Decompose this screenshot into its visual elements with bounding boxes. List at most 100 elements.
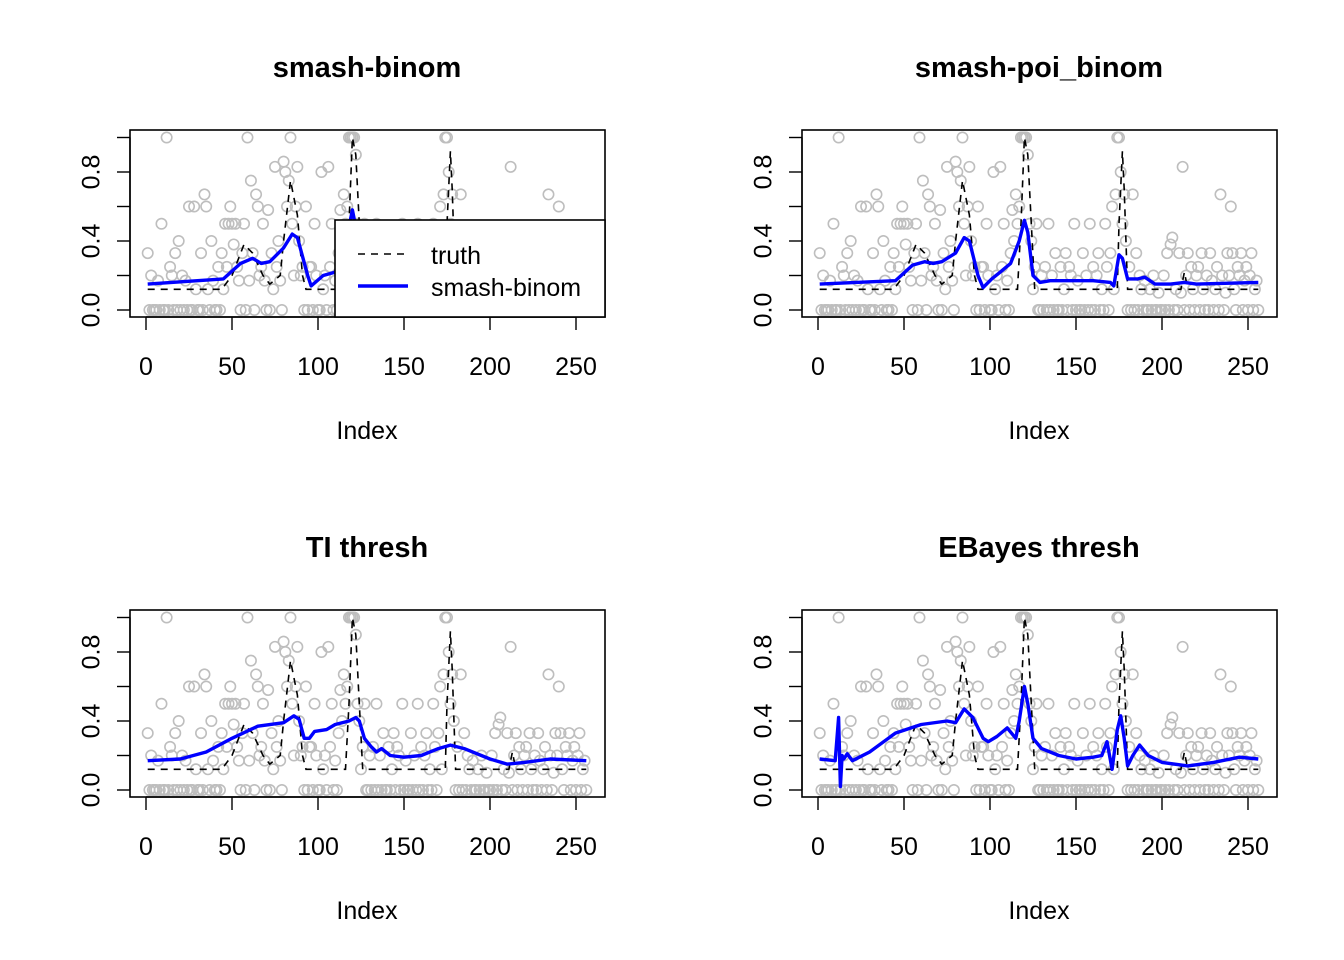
y-tick-label: 0.4	[750, 224, 778, 259]
data-point	[286, 697, 299, 710]
x-tick-label: 150	[383, 833, 425, 861]
data-point	[267, 283, 280, 296]
data-point	[832, 131, 845, 144]
panel-title: EBayes thresh	[938, 532, 1140, 564]
data-point	[922, 668, 935, 681]
data-point	[1245, 247, 1258, 260]
data-point	[217, 283, 230, 296]
data-point	[959, 269, 972, 282]
data-point	[483, 783, 496, 796]
data-point	[935, 783, 948, 796]
data-point	[1156, 303, 1169, 316]
data-point	[532, 727, 545, 740]
data-point	[1102, 783, 1115, 796]
data-point	[942, 740, 955, 753]
data-point	[1231, 740, 1244, 753]
data-point	[183, 680, 196, 693]
data-point	[275, 303, 288, 316]
y-tick-label: 0.0	[78, 773, 106, 808]
data-point	[525, 763, 538, 776]
data-point	[868, 303, 881, 316]
data-point	[1248, 763, 1261, 776]
data-point	[262, 683, 275, 696]
data-point	[215, 247, 228, 260]
data-point	[882, 303, 895, 316]
data-point	[542, 188, 555, 201]
data-point	[322, 160, 335, 173]
data-point	[458, 727, 471, 740]
data-point	[539, 740, 552, 753]
data-point	[337, 188, 350, 201]
data-point	[956, 611, 969, 624]
data-point	[1159, 303, 1172, 316]
data-point	[188, 680, 201, 693]
data-point	[396, 697, 409, 710]
data-point	[188, 200, 201, 213]
data-point	[987, 645, 1000, 658]
data-point	[234, 303, 247, 316]
data-point	[299, 680, 312, 693]
data-point	[915, 754, 928, 767]
data-point	[177, 783, 190, 796]
data-point	[1204, 727, 1217, 740]
data-point	[487, 783, 500, 796]
data-point	[425, 783, 438, 796]
data-point	[294, 749, 307, 762]
data-point	[1162, 303, 1175, 316]
data-point	[1212, 783, 1225, 796]
data-point	[968, 740, 981, 753]
data-point	[1076, 727, 1089, 740]
data-point	[160, 131, 173, 144]
data-point	[322, 640, 335, 653]
data-point	[478, 783, 491, 796]
data-point	[958, 217, 971, 230]
data-point	[1100, 260, 1113, 273]
data-point	[1217, 783, 1230, 796]
panel-title: TI thresh	[306, 532, 428, 564]
data-point	[980, 217, 993, 230]
data-point	[906, 303, 919, 316]
y-tick-label: 0.0	[78, 293, 106, 328]
x-tick-label: 100	[969, 353, 1011, 381]
data-point	[1159, 783, 1172, 796]
data-point	[977, 740, 990, 753]
data-point	[1137, 783, 1150, 796]
data-point	[207, 754, 220, 767]
data-point	[1082, 303, 1095, 316]
data-point	[227, 718, 240, 731]
data-point	[341, 200, 354, 213]
data-point	[305, 740, 318, 753]
x-axis: 0 50 100 150 200 250 Index	[139, 796, 597, 925]
data-point	[1128, 303, 1141, 316]
data-point	[432, 727, 445, 740]
data-point	[830, 303, 843, 316]
data-point	[306, 303, 319, 316]
data-point	[956, 131, 969, 144]
data-point	[416, 783, 429, 796]
data-point	[1137, 303, 1150, 316]
data-point	[1226, 727, 1239, 740]
data-point	[291, 640, 304, 653]
x-tick-label: 50	[890, 353, 918, 381]
x-tick-label: 200	[1141, 833, 1183, 861]
data-point	[282, 654, 295, 667]
data-point	[1216, 269, 1229, 282]
data-point	[521, 783, 534, 796]
data-point	[200, 200, 213, 213]
data-point	[210, 783, 223, 796]
data-point	[867, 727, 880, 740]
data-point	[576, 763, 589, 776]
data-point	[442, 645, 455, 658]
data-point	[238, 217, 251, 230]
data-point	[494, 711, 507, 724]
data-point	[492, 718, 505, 731]
data-point	[155, 697, 168, 710]
x-tick-label: 250	[555, 353, 597, 381]
data-point	[411, 697, 424, 710]
data-point	[946, 754, 959, 767]
data-point	[1193, 783, 1206, 796]
data-point	[1054, 260, 1067, 273]
data-point	[298, 783, 311, 796]
data-point	[947, 783, 960, 796]
data-point	[150, 303, 163, 316]
